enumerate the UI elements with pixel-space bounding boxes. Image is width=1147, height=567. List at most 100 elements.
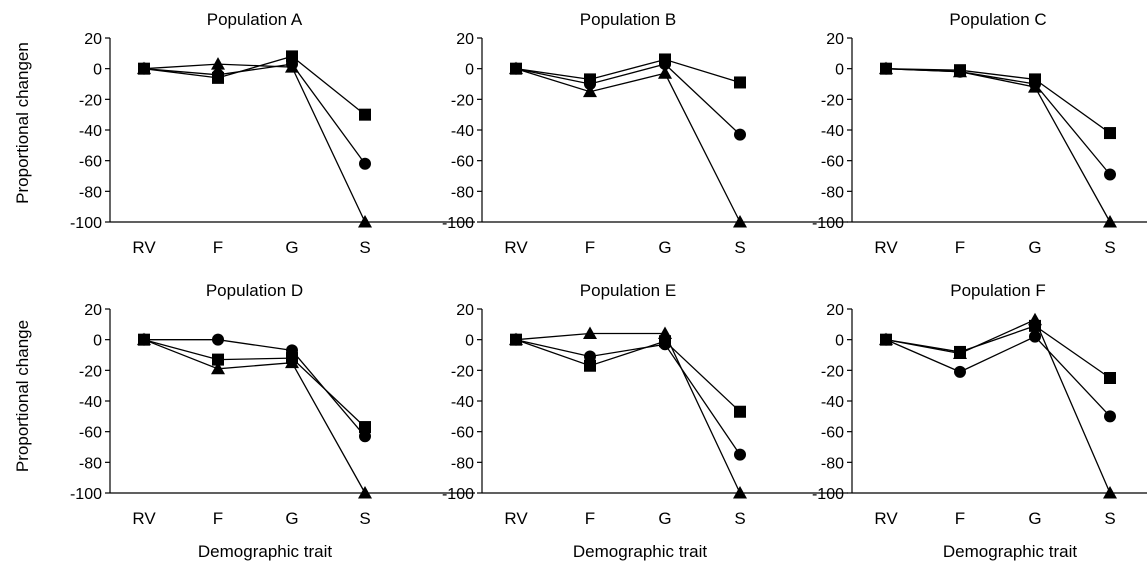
triangle-marker-d xyxy=(211,361,225,375)
square-marker-a xyxy=(359,108,371,121)
triangle-marker-f xyxy=(953,346,967,359)
series-line-circle-c xyxy=(885,68,1111,175)
triangle-marker-e xyxy=(733,486,747,499)
y-tick-label-c: -80 xyxy=(821,184,844,201)
x-category-label-c: F xyxy=(955,238,965,257)
series-line-circle-b xyxy=(515,63,741,136)
y-tick-label-d: -20 xyxy=(79,363,102,380)
x-category-label-a: RV xyxy=(132,238,156,257)
triangle-marker-f xyxy=(879,332,893,346)
square-marker-c xyxy=(1104,127,1116,140)
x-category-label-c: S xyxy=(1104,238,1115,257)
series-line-triangle-a xyxy=(143,63,366,223)
y-axis-title-bottom-row: Proportional change xyxy=(13,320,32,472)
x-category-label-c: G xyxy=(1028,238,1041,257)
y-tick-label-d: -80 xyxy=(79,455,102,472)
panel-title-f: Population F xyxy=(950,281,1045,300)
y-tick-label-c: -40 xyxy=(821,123,844,140)
panel-title-b: Population B xyxy=(580,10,676,29)
x-category-label-b: S xyxy=(734,238,745,257)
x-category-label-b: RV xyxy=(504,238,528,257)
square-marker-d xyxy=(359,421,371,434)
circle-marker-d xyxy=(286,344,298,357)
circle-marker-a xyxy=(212,68,224,81)
circle-marker-e xyxy=(584,350,596,363)
x-category-label-b: G xyxy=(658,238,671,257)
series-line-circle-d xyxy=(144,339,366,437)
triangle-marker-a xyxy=(211,57,225,70)
y-tick-label-c: 20 xyxy=(826,31,844,48)
series-line-triangle-d xyxy=(143,339,366,494)
square-marker-b xyxy=(734,76,746,89)
x-category-label-f: RV xyxy=(874,509,898,528)
x-category-label-e: G xyxy=(658,509,671,528)
y-tick-label-b: 0 xyxy=(465,62,474,79)
circle-marker-b xyxy=(734,128,746,141)
y-tick-label-f: -20 xyxy=(821,363,844,380)
triangle-marker-e xyxy=(509,332,523,346)
triangle-marker-d xyxy=(137,332,151,346)
triangle-marker-f xyxy=(1028,312,1042,326)
triangle-marker-c xyxy=(1028,80,1042,93)
series-line-triangle-c xyxy=(885,68,1111,223)
y-tick-label-a: -20 xyxy=(79,92,102,109)
x-category-label-d: S xyxy=(359,509,370,528)
y-tick-label-a: -40 xyxy=(79,123,102,140)
circle-marker-a xyxy=(359,157,371,170)
x-category-label-c: RV xyxy=(874,238,898,257)
x-category-label-e: S xyxy=(734,509,745,528)
y-tick-label-b: -80 xyxy=(451,184,474,201)
triangle-marker-e xyxy=(583,326,597,340)
x-category-label-d: F xyxy=(213,509,223,528)
square-marker-e xyxy=(734,405,746,418)
x-axis-title-panel-d: Demographic trait xyxy=(198,542,332,561)
y-tick-label-a: -100 xyxy=(70,215,102,232)
y-tick-label-d: 20 xyxy=(84,302,102,319)
x-category-label-b: F xyxy=(585,238,595,257)
x-category-label-e: F xyxy=(585,509,595,528)
circle-marker-f xyxy=(1104,410,1116,423)
triangle-marker-c xyxy=(879,61,893,75)
y-tick-label-f: -60 xyxy=(821,425,844,442)
y-tick-label-a: 20 xyxy=(84,31,102,48)
triangle-marker-a xyxy=(358,215,372,228)
y-tick-label-f: 20 xyxy=(826,302,844,319)
y-tick-label-a: 0 xyxy=(93,62,102,79)
x-category-label-a: F xyxy=(213,238,223,257)
triangle-marker-c xyxy=(953,64,967,78)
square-marker-f xyxy=(1104,372,1116,384)
x-axis-title-panel-e: Demographic trait xyxy=(573,542,707,561)
y-tick-label-d: -40 xyxy=(79,394,102,411)
series-line-square-a xyxy=(143,55,366,116)
triangle-marker-f xyxy=(1103,486,1117,499)
triangle-marker-b xyxy=(583,84,597,98)
y-tick-label-b: -100 xyxy=(442,215,474,232)
x-category-label-e: RV xyxy=(504,509,528,528)
x-category-label-f: G xyxy=(1028,509,1041,528)
y-tick-label-f: 0 xyxy=(835,333,844,350)
y-tick-label-c: -100 xyxy=(812,215,844,232)
x-category-label-a: S xyxy=(359,238,370,257)
y-tick-label-f: -40 xyxy=(821,394,844,411)
series-line-square-b xyxy=(515,58,741,84)
x-category-label-f: F xyxy=(955,509,965,528)
y-tick-label-b: 20 xyxy=(456,31,474,48)
x-category-label-d: G xyxy=(285,509,298,528)
y-tick-label-f: -80 xyxy=(821,455,844,472)
series-line-triangle-f xyxy=(885,318,1111,494)
triangle-marker-e xyxy=(658,326,672,340)
y-tick-label-b: -20 xyxy=(451,92,474,109)
y-tick-label-a: -60 xyxy=(79,154,102,171)
circle-marker-f xyxy=(954,365,966,378)
y-tick-label-e: -80 xyxy=(451,455,474,472)
y-tick-label-e: -60 xyxy=(451,425,474,442)
circle-marker-b xyxy=(659,58,671,71)
circle-marker-d xyxy=(212,333,224,346)
series-line-circle-e xyxy=(515,339,741,456)
square-marker-d xyxy=(212,353,224,366)
series-line-triangle-b xyxy=(515,68,741,223)
y-tick-label-d: -100 xyxy=(70,486,102,503)
y-tick-label-c: 0 xyxy=(835,62,844,79)
series-line-triangle-e xyxy=(515,332,741,494)
y-tick-label-f: -100 xyxy=(812,486,844,503)
